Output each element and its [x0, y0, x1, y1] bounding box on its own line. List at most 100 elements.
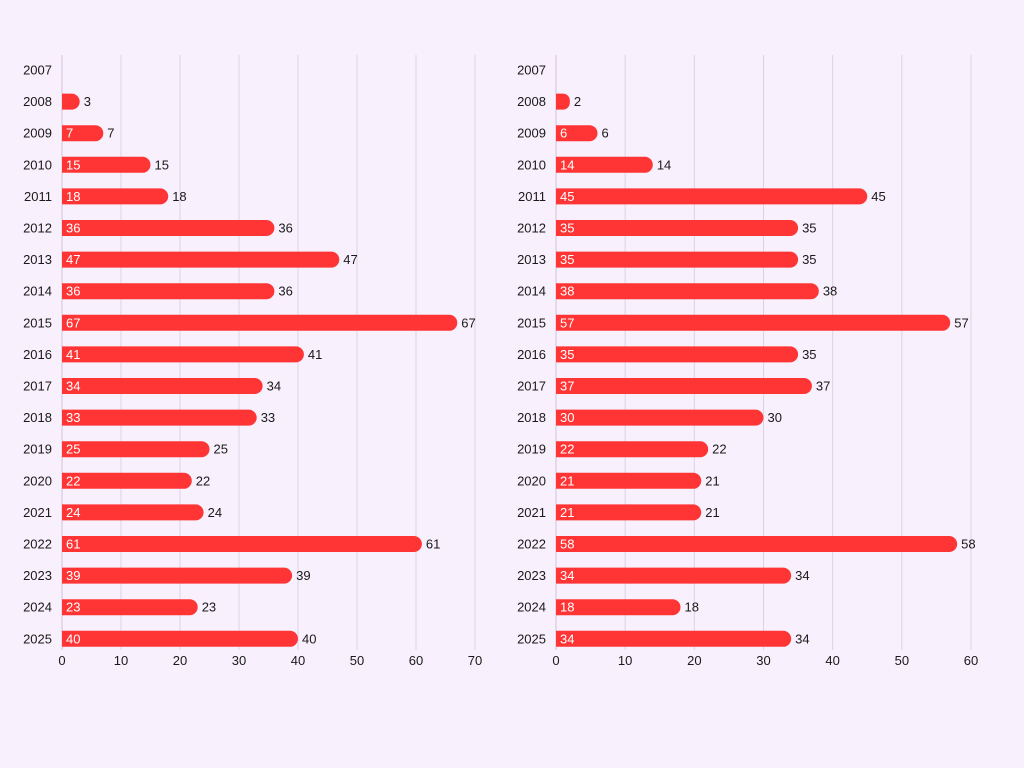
bar-value-label: 39: [296, 568, 310, 583]
bar-inner-label: 24: [66, 505, 80, 520]
bar-2014: [556, 283, 819, 300]
category-label: 2017: [517, 379, 546, 394]
bar-2016: [62, 346, 304, 363]
bar-value-label: 3: [84, 94, 91, 109]
bar-2024: [556, 599, 681, 616]
bar-value-label: 36: [278, 284, 292, 299]
bar-inner-label: 38: [560, 284, 574, 299]
bar-value-label: 18: [172, 189, 186, 204]
category-label: 2012: [517, 221, 546, 236]
category-label: 2010: [23, 157, 52, 172]
category-label: 2014: [23, 284, 52, 299]
bar-inner-label: 30: [560, 410, 574, 425]
category-label: 2011: [518, 189, 546, 204]
bar-2011: [556, 188, 868, 205]
bar-inner-label: 41: [66, 347, 80, 362]
bar-2025: [556, 630, 792, 647]
category-label: 2017: [23, 379, 52, 394]
category-label: 2007: [517, 63, 546, 78]
category-label: 2023: [23, 568, 52, 583]
bar-inner-label: 36: [66, 221, 80, 236]
bar-value-label: 7: [107, 126, 114, 141]
bar-value-label: 36: [278, 221, 292, 236]
category-label: 2021: [517, 505, 546, 520]
bar-value-label: 67: [461, 315, 475, 330]
bar-2019: [556, 441, 709, 458]
bar-2015: [556, 314, 951, 331]
category-label: 2019: [517, 442, 546, 457]
bar-2024: [62, 599, 198, 616]
bar-2017: [62, 378, 263, 394]
bar-2012: [62, 220, 275, 236]
bar-inner-label: 15: [66, 157, 80, 172]
x-tick-label: 10: [114, 653, 128, 668]
x-tick-label: 20: [173, 653, 187, 668]
bar-2010: [556, 156, 653, 173]
category-label: 2016: [517, 347, 546, 362]
bar-value-label: 38: [823, 284, 837, 299]
bar-value-label: 21: [705, 505, 719, 520]
category-label: 2023: [517, 568, 546, 583]
bar-2014: [62, 283, 275, 300]
category-label: 2025: [517, 631, 546, 646]
bar-inner-label: 34: [560, 568, 574, 583]
bar-inner-label: 58: [560, 537, 574, 552]
x-tick-label: 30: [756, 653, 770, 668]
bar-inner-label: 21: [560, 473, 574, 488]
bar-2020: [556, 472, 702, 489]
bar-value-label: 15: [155, 157, 169, 172]
bar-inner-label: 22: [560, 442, 574, 457]
category-label: 2008: [517, 94, 546, 109]
bar-2009: [62, 125, 104, 142]
bar-value-label: 57: [954, 315, 968, 330]
x-tick-label: 70: [468, 653, 482, 668]
category-label: 2022: [517, 537, 546, 552]
bar-inner-label: 67: [66, 315, 80, 330]
category-label: 2012: [23, 221, 52, 236]
category-label: 2009: [23, 126, 52, 141]
x-tick-label: 20: [687, 653, 701, 668]
bar-value-label: 14: [657, 157, 671, 172]
right-bar-chart: 0 10 20 30 40 50 60 2007 2008 2 2009 6 6 2010 14 14 2011…: [517, 55, 978, 668]
bar-value-label: 41: [308, 347, 322, 362]
x-tick-label: 60: [409, 653, 423, 668]
category-label: 2013: [23, 252, 52, 267]
bar-value-label: 21: [705, 473, 719, 488]
x-tick-label: 0: [58, 653, 65, 668]
x-tick-label: 0: [552, 653, 559, 668]
bar-2019: [62, 441, 210, 458]
bar-inner-label: 40: [66, 631, 80, 646]
x-tick-label: 10: [618, 653, 632, 668]
x-tick-label: 40: [291, 653, 305, 668]
category-label: 2018: [23, 410, 52, 425]
bar-value-label: 34: [267, 379, 281, 394]
bar-value-label: 6: [602, 126, 609, 141]
bar-value-label: 40: [302, 631, 316, 646]
category-label: 2024: [23, 600, 52, 615]
category-label: 2025: [23, 631, 52, 646]
bar-inner-label: 61: [66, 537, 80, 552]
bar-value-label: 34: [795, 631, 809, 646]
bar-2013: [62, 251, 340, 268]
bar-value-label: 25: [214, 442, 228, 457]
bar-2021: [62, 504, 204, 521]
bar-2022: [62, 536, 422, 552]
bar-2020: [62, 472, 192, 489]
category-label: 2022: [23, 537, 52, 552]
bar-inner-label: 25: [66, 442, 80, 457]
x-tick-label: 50: [350, 653, 364, 668]
bar-2010: [62, 156, 151, 173]
bar-2023: [62, 567, 293, 584]
bar-value-label: 24: [208, 505, 222, 520]
bar-2008: [556, 93, 570, 110]
bar-inner-label: 35: [560, 221, 574, 236]
bar-inner-label: 39: [66, 568, 80, 583]
bar-inner-label: 18: [560, 600, 574, 615]
bar-value-label: 34: [795, 568, 809, 583]
x-tick-label: 30: [232, 653, 246, 668]
bar-2012: [556, 220, 799, 236]
category-label: 2010: [517, 157, 546, 172]
bar-2023: [556, 567, 792, 584]
bar-inner-label: 36: [66, 284, 80, 299]
